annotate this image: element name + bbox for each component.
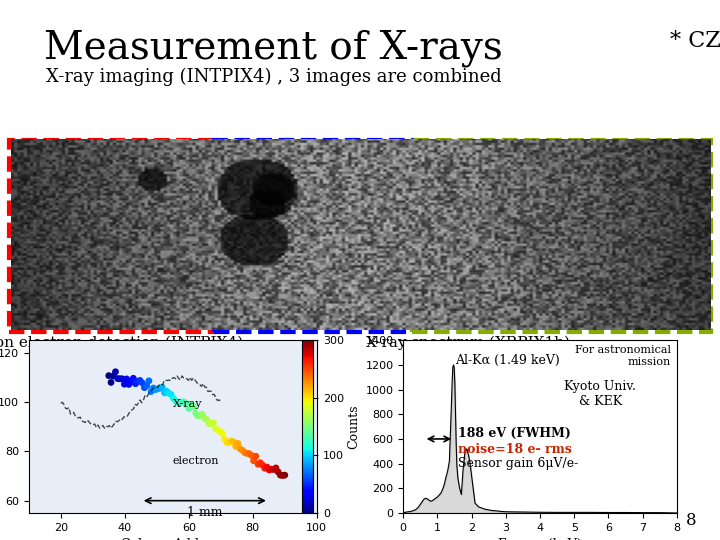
Point xyxy=(257,461,269,469)
Point xyxy=(212,426,224,434)
Point xyxy=(276,471,288,480)
Point xyxy=(141,381,153,390)
Point xyxy=(272,468,284,476)
Point xyxy=(210,425,222,434)
Y-axis label: Counts: Counts xyxy=(347,404,360,449)
Point xyxy=(181,401,192,409)
Point xyxy=(201,415,212,424)
Point xyxy=(114,374,126,383)
Text: Sensor gain 6μV/e-: Sensor gain 6μV/e- xyxy=(458,457,578,470)
Point xyxy=(235,444,246,453)
Point xyxy=(190,409,202,417)
Point xyxy=(143,376,155,385)
Point xyxy=(230,442,241,451)
Point xyxy=(225,437,237,445)
Text: noise=18 e- rms: noise=18 e- rms xyxy=(458,442,572,456)
Point xyxy=(228,437,239,446)
Point xyxy=(130,379,141,388)
Text: 188 eV (FWHM): 188 eV (FWHM) xyxy=(458,427,571,440)
Text: Kyoto Univ.
& KEK: Kyoto Univ. & KEK xyxy=(564,380,636,408)
Point xyxy=(259,464,271,472)
Point xyxy=(199,414,210,423)
Point xyxy=(139,383,150,392)
Point xyxy=(132,377,143,386)
Point xyxy=(266,465,277,474)
Text: X-ray spectrum (XRPIX1b): X-ray spectrum (XRPIX1b) xyxy=(366,336,570,350)
Point xyxy=(197,410,208,418)
Point xyxy=(241,449,253,458)
X-axis label: Energy (keV): Energy (keV) xyxy=(498,538,582,540)
Point xyxy=(223,438,235,447)
Point xyxy=(237,446,248,455)
Point xyxy=(119,380,130,388)
X-axis label: Column Address: Column Address xyxy=(121,538,225,540)
Point xyxy=(270,464,282,472)
Point xyxy=(154,384,166,393)
Point xyxy=(264,465,275,474)
Point xyxy=(205,419,217,428)
Point xyxy=(172,398,184,407)
Point xyxy=(161,387,173,396)
Point xyxy=(215,427,226,436)
Point xyxy=(134,376,145,385)
Point xyxy=(255,458,266,467)
Point xyxy=(174,399,186,407)
Point xyxy=(274,471,286,480)
Point xyxy=(194,411,206,420)
Point xyxy=(121,375,132,383)
Text: Measurement of X-rays: Measurement of X-rays xyxy=(44,30,503,67)
Point xyxy=(156,383,168,391)
Text: X-ray imaging (INTPIX4) , 3 images are combined: X-ray imaging (INTPIX4) , 3 images are c… xyxy=(46,68,501,86)
Text: Al-Kα (1.49 keV): Al-Kα (1.49 keV) xyxy=(455,354,559,367)
Point xyxy=(233,439,244,448)
Text: 1 mm: 1 mm xyxy=(187,505,222,518)
Point xyxy=(123,380,135,389)
Text: electron: electron xyxy=(173,456,220,465)
Point xyxy=(203,419,215,428)
Point xyxy=(248,456,259,465)
Point xyxy=(125,377,137,386)
Point xyxy=(184,404,195,413)
Point xyxy=(117,374,128,383)
Text: Compton electron detection (INTPIX4): Compton electron detection (INTPIX4) xyxy=(0,336,243,350)
Point xyxy=(221,438,233,447)
Point xyxy=(243,449,255,458)
Text: * CZn sensor: * CZn sensor xyxy=(670,30,720,52)
Point xyxy=(217,429,228,438)
Point xyxy=(239,448,251,457)
Point xyxy=(150,385,161,394)
Text: Dried fish: Dried fish xyxy=(605,216,688,233)
Point xyxy=(246,451,257,460)
Point xyxy=(166,390,177,399)
Point xyxy=(261,463,273,471)
Point xyxy=(112,374,123,383)
Point xyxy=(219,435,230,444)
Point xyxy=(145,387,157,396)
Point xyxy=(268,465,279,474)
Point xyxy=(137,379,148,387)
Point xyxy=(168,394,179,403)
Point xyxy=(103,372,114,380)
Text: For astronomical
mission: For astronomical mission xyxy=(575,346,671,367)
Point xyxy=(152,384,163,393)
Point xyxy=(148,384,159,393)
Point xyxy=(109,367,121,376)
Point xyxy=(176,397,188,406)
Point xyxy=(192,411,204,420)
Text: X-ray: X-ray xyxy=(173,399,202,409)
Text: 8: 8 xyxy=(686,512,696,529)
Point xyxy=(179,398,190,407)
Point xyxy=(105,378,117,387)
Point xyxy=(170,396,181,405)
Point xyxy=(252,460,264,469)
Point xyxy=(208,418,220,427)
Point xyxy=(127,374,139,383)
Point xyxy=(163,389,175,397)
Point xyxy=(188,402,199,411)
Point xyxy=(158,389,170,397)
Point xyxy=(279,471,291,480)
Point xyxy=(186,400,197,409)
Point xyxy=(250,452,261,461)
Point xyxy=(107,372,119,380)
